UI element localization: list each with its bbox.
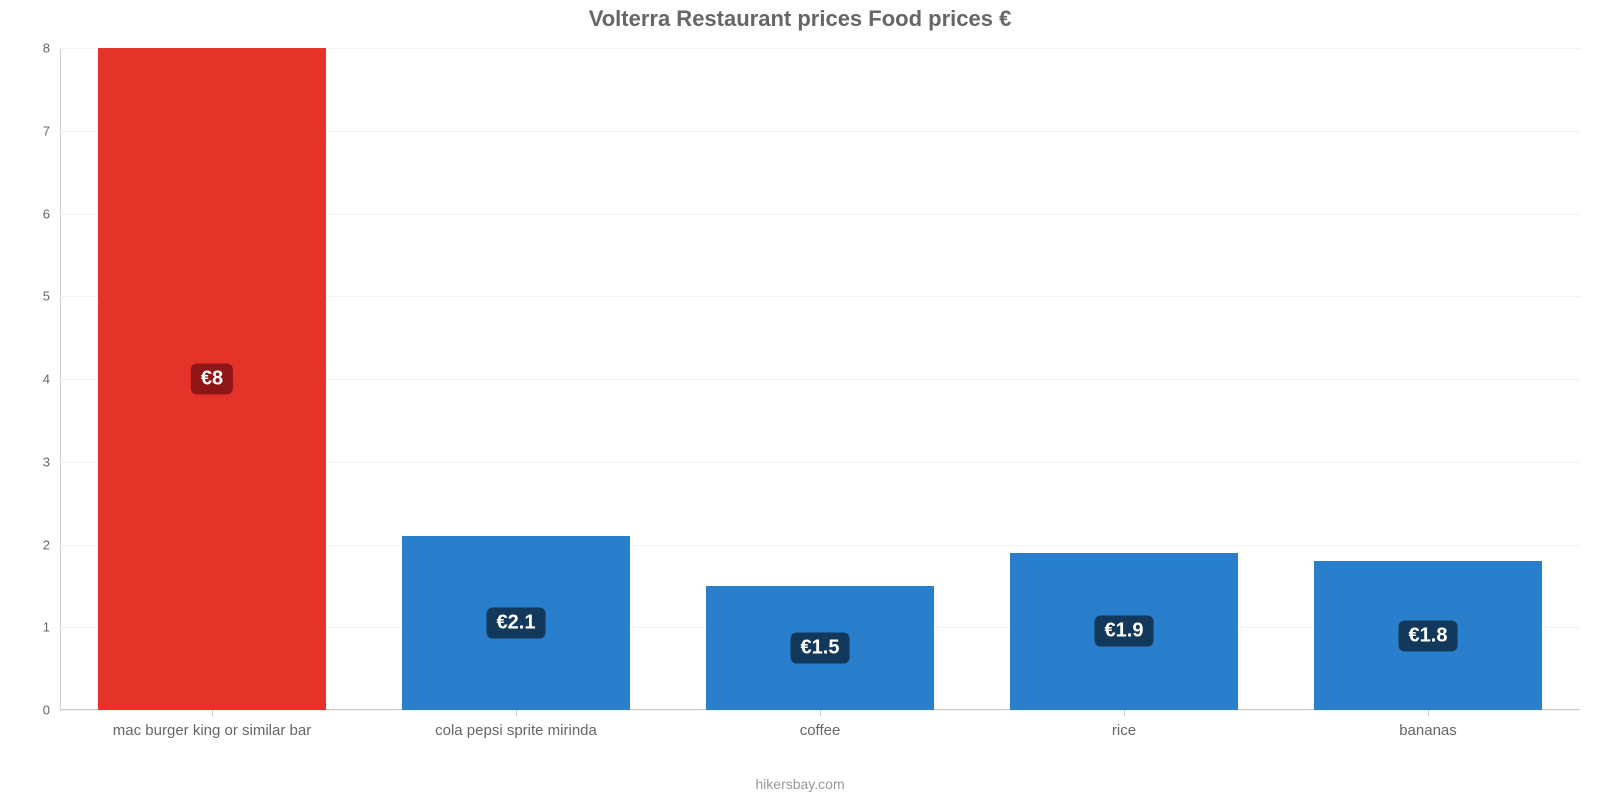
value-badge: €2.1 [487,608,546,639]
x-tick-label: mac burger king or similar bar [113,722,311,739]
y-tick-label: 4 [43,372,50,387]
y-tick-label: 6 [43,206,50,221]
y-tick-label: 0 [43,703,50,718]
x-tick-label: rice [1112,722,1136,739]
x-tick-label: cola pepsi sprite mirinda [435,722,597,739]
value-badge: €1.8 [1399,620,1458,651]
y-tick-label: 8 [43,41,50,56]
value-badge: €1.5 [791,632,850,663]
chart-title: Volterra Restaurant prices Food prices € [0,0,1600,32]
value-badge: €8 [191,364,233,395]
y-tick-label: 2 [43,537,50,552]
plot-area: 012345678€8mac burger king or similar ba… [60,48,1580,710]
credit-text: hikersbay.com [0,776,1600,792]
price-chart: Volterra Restaurant prices Food prices €… [0,0,1600,800]
y-tick-label: 7 [43,123,50,138]
x-tick-label: coffee [800,722,841,739]
y-tick-label: 5 [43,289,50,304]
y-tick-label: 3 [43,454,50,469]
x-tick-label: bananas [1399,722,1457,739]
y-tick-label: 1 [43,620,50,635]
value-badge: €1.9 [1095,616,1154,647]
